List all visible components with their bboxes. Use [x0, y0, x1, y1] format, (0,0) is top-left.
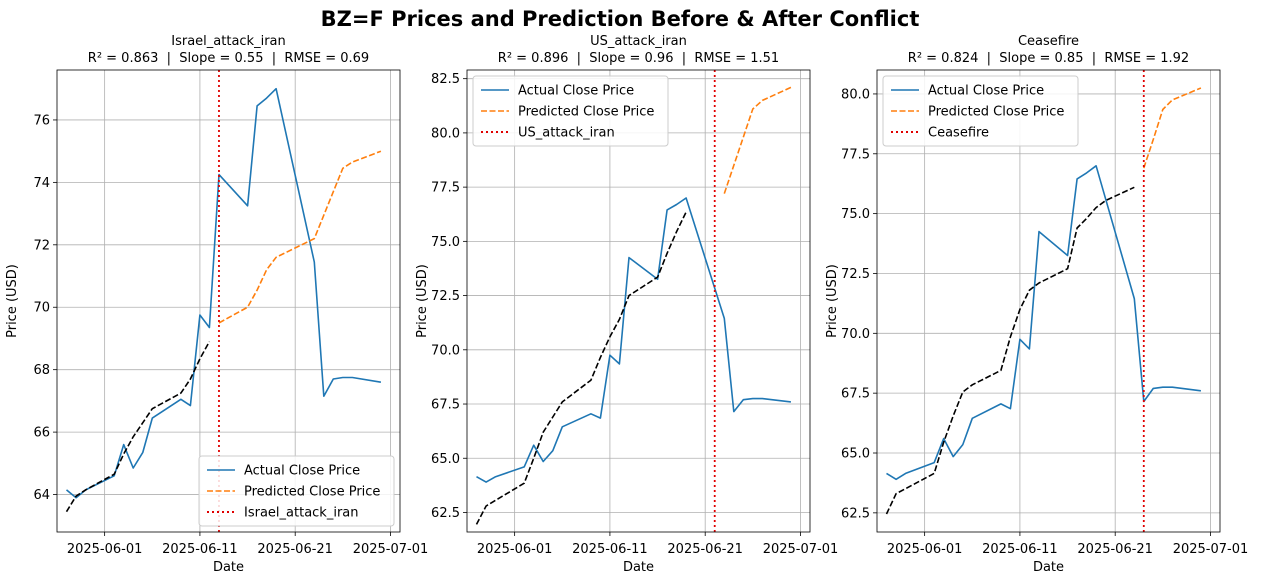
y-tick-label: 64: [33, 488, 50, 503]
legend-label: Actual Close Price: [518, 84, 634, 99]
legend: Actual Close Price Predicted Close Price I…: [198, 455, 395, 527]
legend: Actual Close Price Predicted Close Price C…: [882, 75, 1079, 147]
series-line: [886, 165, 1202, 481]
chart-panels: Israel_attack_iran R² = 0.863 | Slope = 0…: [5, 34, 1248, 575]
y-tick-label: 65.0: [431, 452, 460, 467]
y-tick-label: 70: [33, 301, 50, 316]
panel-subtitle: R² = 0.896 | Slope = 0.96 | RMSE = 1.51: [498, 51, 779, 66]
series-line: [476, 197, 791, 483]
y-tick-label: 67.5: [431, 398, 460, 413]
y-tick-label: 72.5: [841, 267, 870, 282]
y-tick-label: 74: [33, 176, 50, 191]
panel-title: Israel_attack_iran: [171, 34, 286, 49]
y-tick-label: 68: [33, 363, 50, 378]
y-axis-label: Price (USD): [825, 264, 840, 338]
legend-label: Israel_attack_iran: [244, 506, 359, 521]
fit-line: [65, 341, 211, 513]
y-tick-label: 80.0: [431, 126, 460, 141]
plot-frame: [466, 69, 811, 533]
chart-panel: US_attack_iran R² = 0.896 | Slope = 0.96 …: [415, 34, 838, 575]
fit-line: [475, 211, 687, 525]
y-tick-label: 67.5: [841, 387, 870, 402]
chart-panel: Israel_attack_iran R² = 0.863 | Slope = 0…: [5, 34, 428, 575]
y-tick-label: 77.5: [431, 181, 460, 196]
grid: [877, 70, 1220, 532]
x-tick-label: 2025-07-01: [1173, 542, 1249, 557]
y-tick-label: 65.0: [841, 447, 870, 462]
figure-title: BZ=F Prices and Prediction Before & Afte…: [321, 7, 920, 31]
x-tick-label: 2025-06-11: [162, 542, 238, 557]
series-line: [65, 87, 382, 499]
y-tick-label: 70.0: [841, 327, 870, 342]
x-tick-label: 2025-06-01: [67, 542, 143, 557]
series-line: [1143, 87, 1202, 169]
legend: Actual Close Price Predicted Close Price U…: [472, 75, 669, 147]
y-tick-label: 62.5: [431, 506, 460, 521]
panel-title: US_attack_iran: [590, 34, 687, 49]
panel-title: Ceasefire: [1018, 34, 1079, 49]
x-tick-label: 2025-07-01: [763, 542, 839, 557]
x-tick-label: 2025-06-21: [1077, 542, 1153, 557]
y-tick-label: 82.5: [431, 72, 460, 87]
legend-label: Actual Close Price: [244, 464, 360, 479]
y-tick-label: 72: [33, 238, 50, 253]
x-tick-label: 2025-06-11: [982, 542, 1058, 557]
x-tick-label: 2025-06-01: [477, 542, 553, 557]
x-tick-label: 2025-06-11: [572, 542, 648, 557]
legend-label: Ceasefire: [928, 126, 989, 141]
panel-subtitle: R² = 0.824 | Slope = 0.85 | RMSE = 1.92: [908, 51, 1189, 66]
x-axis-label: Date: [213, 560, 244, 575]
legend-label: Predicted Close Price: [244, 485, 380, 500]
legend-label: Predicted Close Price: [518, 105, 654, 120]
y-tick-label: 70.0: [431, 343, 460, 358]
legend-label: Predicted Close Price: [928, 105, 1064, 120]
plot-frame: [56, 69, 401, 533]
legend-box: [198, 455, 395, 527]
panel-subtitle: R² = 0.863 | Slope = 0.55 | RMSE = 0.69: [88, 51, 369, 66]
y-axis-label: Price (USD): [415, 264, 430, 338]
y-tick-label: 76: [33, 113, 50, 128]
x-tick-label: 2025-06-01: [887, 542, 963, 557]
x-axis-label: Date: [1033, 560, 1064, 575]
y-tick-label: 62.5: [841, 506, 870, 521]
x-axis-label: Date: [623, 560, 654, 575]
y-tick-label: 75.0: [841, 207, 870, 222]
y-axis-label: Price (USD): [5, 264, 20, 338]
x-tick-label: 2025-07-01: [353, 542, 429, 557]
series-line: [723, 86, 792, 194]
chart-panel: Ceasefire R² = 0.824 | Slope = 0.85 | RMS…: [825, 34, 1248, 575]
y-tick-label: 80.0: [841, 87, 870, 102]
legend-box: [472, 75, 669, 147]
plot-frame: [876, 69, 1221, 533]
series-line: [218, 150, 382, 324]
y-tick-label: 75.0: [431, 235, 460, 250]
fit-line: [885, 186, 1135, 515]
x-tick-label: 2025-06-21: [667, 542, 743, 557]
legend-label: Actual Close Price: [928, 84, 1044, 99]
y-tick-label: 72.5: [431, 289, 460, 304]
legend-label: US_attack_iran: [518, 126, 615, 141]
y-tick-label: 66: [33, 426, 50, 441]
y-tick-label: 77.5: [841, 147, 870, 162]
legend-box: [882, 75, 1079, 147]
x-tick-label: 2025-06-21: [257, 542, 333, 557]
